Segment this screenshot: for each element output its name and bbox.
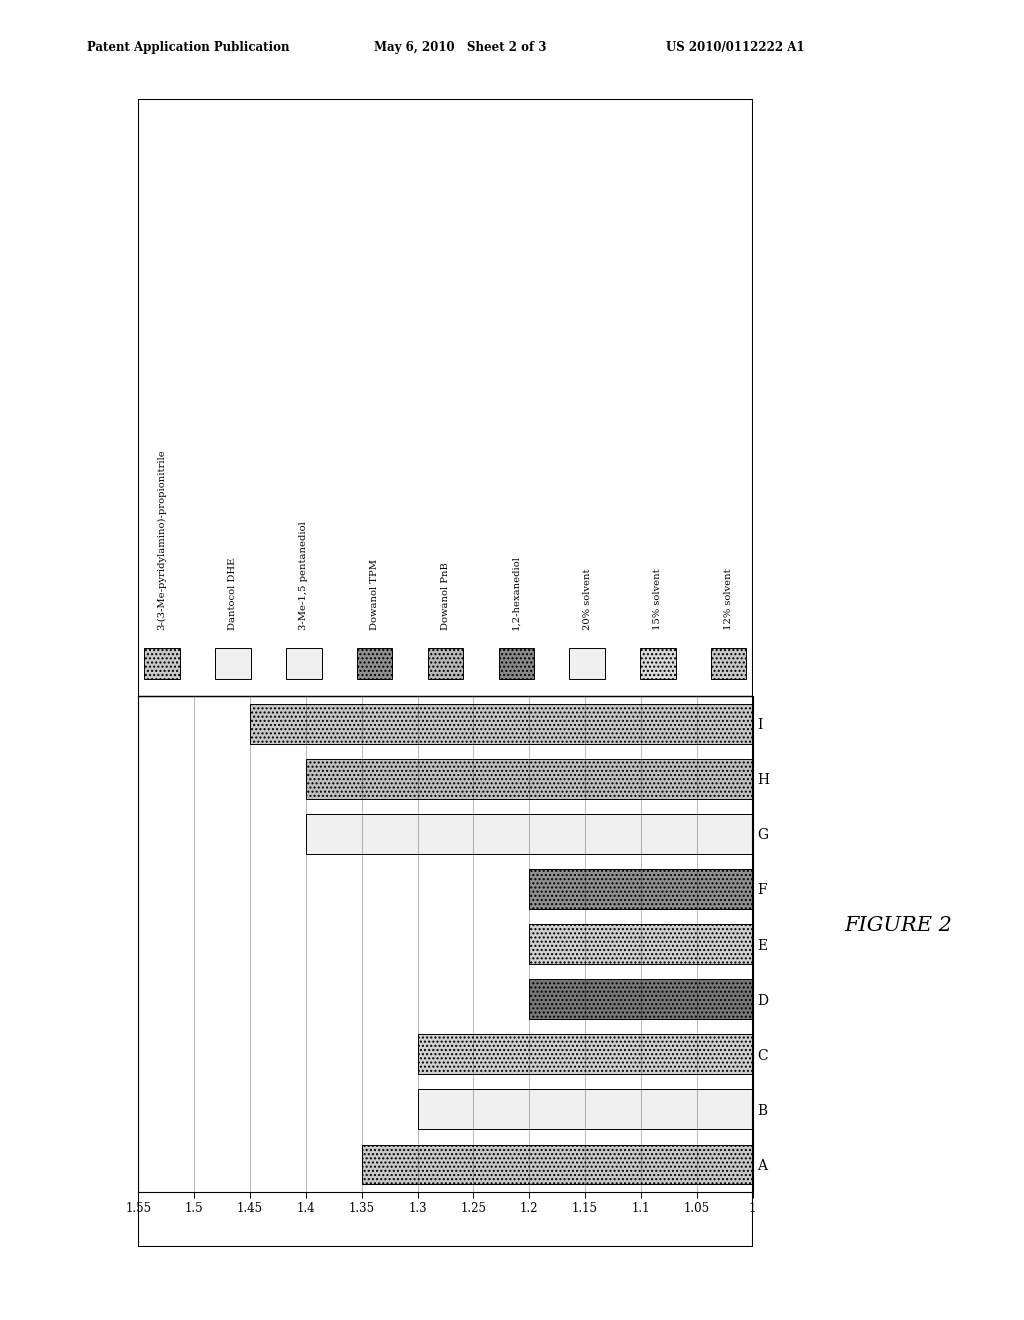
Bar <box>144 648 180 678</box>
Bar <box>529 924 753 964</box>
Text: 15% solvent: 15% solvent <box>653 568 663 630</box>
Bar <box>286 648 322 678</box>
Bar <box>361 1144 753 1184</box>
Bar <box>418 1035 753 1074</box>
Bar <box>306 814 753 854</box>
Text: 3-(3-Me-pyridylamino)-propionitrile: 3-(3-Me-pyridylamino)-propionitrile <box>158 449 167 630</box>
Bar <box>250 704 753 743</box>
Text: Dowanol PnB: Dowanol PnB <box>441 562 450 630</box>
Text: 1,2-hexanediol: 1,2-hexanediol <box>512 554 521 630</box>
Bar <box>529 979 753 1019</box>
Bar <box>418 1089 753 1129</box>
Text: Patent Application Publication: Patent Application Publication <box>87 41 290 54</box>
Bar <box>711 648 746 678</box>
Bar <box>569 648 605 678</box>
Text: Dantocol DHE: Dantocol DHE <box>228 557 238 630</box>
Bar <box>215 648 251 678</box>
Text: Dowanol TPM: Dowanol TPM <box>370 558 379 630</box>
Text: FIGURE 2: FIGURE 2 <box>845 916 952 936</box>
Bar <box>357 648 392 678</box>
Bar <box>306 759 753 799</box>
Text: 12% solvent: 12% solvent <box>724 568 733 630</box>
Text: 20% solvent: 20% solvent <box>583 569 592 630</box>
Bar <box>529 869 753 908</box>
Bar <box>428 648 463 678</box>
Bar <box>499 648 535 678</box>
Text: US 2010/0112222 A1: US 2010/0112222 A1 <box>666 41 804 54</box>
Bar <box>640 648 676 678</box>
Text: 3-Me-1,5 pentanediol: 3-Me-1,5 pentanediol <box>299 521 308 630</box>
Text: May 6, 2010   Sheet 2 of 3: May 6, 2010 Sheet 2 of 3 <box>374 41 546 54</box>
